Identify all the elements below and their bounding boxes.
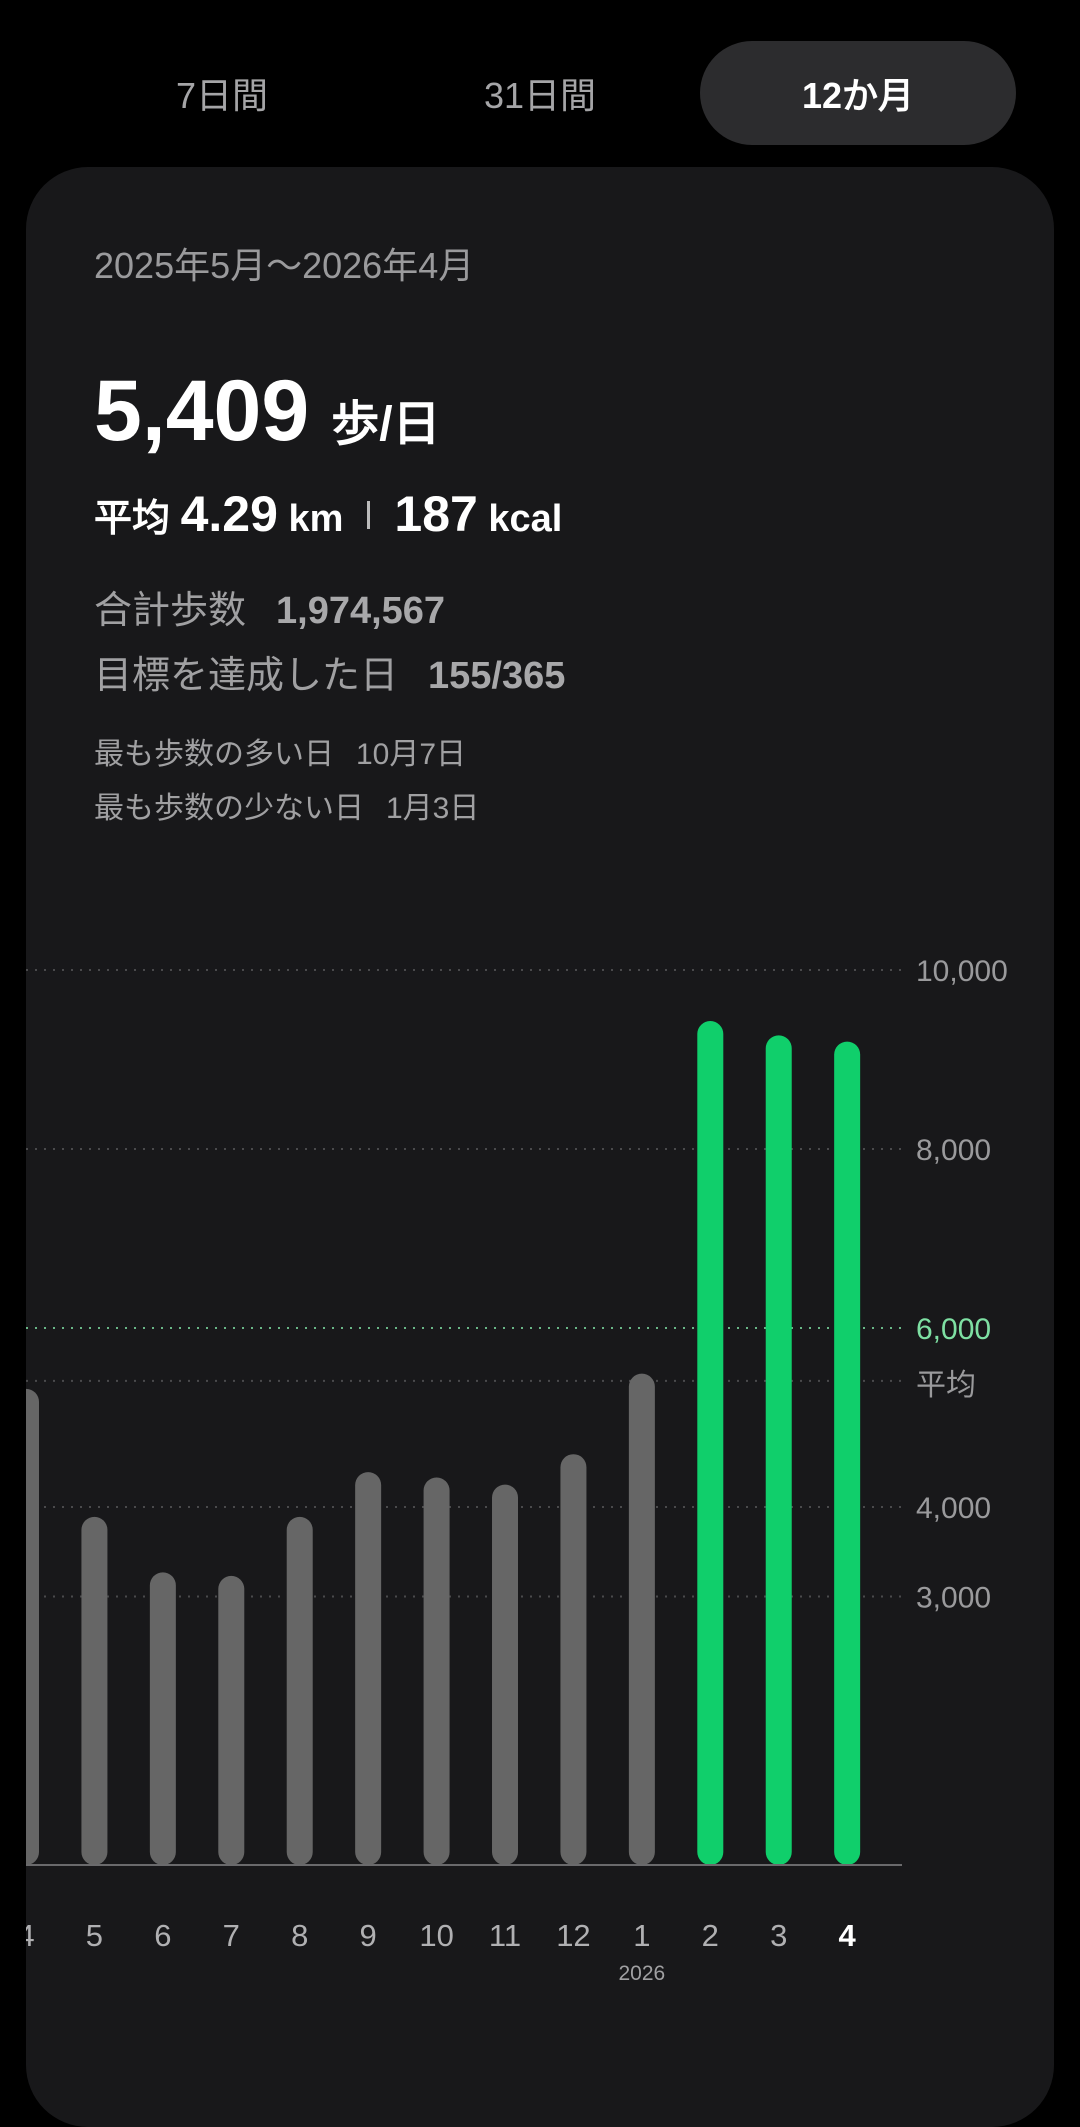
x-tick-label: 8 [291,1918,308,1953]
date-range: 2025年5月～2026年4月 [94,245,475,286]
max-label: 最も歩数の多い日 [94,738,334,771]
bar [628,1373,655,1865]
x-tick-label: 7 [223,1918,240,1953]
bar [26,1388,39,1865]
x-tick-label: 3 [770,1918,787,1953]
x-tick-label: 9 [360,1918,377,1953]
y-tick-label: 8,000 [916,1134,991,1167]
goal-value: 155/365 [428,655,566,697]
bar [423,1477,450,1865]
bar [560,1454,587,1865]
x-tick-label: 4 [17,1918,34,1953]
max-day: 最も歩数の多い日 10月7日 [94,729,466,773]
total-label: 合計歩数 [94,590,247,632]
x-tick-label: 1 [633,1918,650,1953]
distance-value: 4.29 [180,486,278,542]
x-tick-label: 4 [839,1918,857,1953]
steps-value: 5,409 [94,363,310,459]
bar [218,1575,245,1865]
y-tick-label: 10,000 [916,955,1008,988]
x-tick-label: 10 [419,1918,453,1953]
bar [81,1516,108,1865]
x-tick-label: 12 [556,1918,590,1953]
steps-unit: 歩/日 [331,398,441,451]
y-tick-label: 3,000 [916,1582,991,1615]
y-tick-label: 6,000 [916,1313,991,1346]
bar [834,1041,861,1865]
average-label: 平均 [94,498,171,540]
tab-12-months[interactable]: 12か月 [700,41,1016,145]
bar [149,1572,176,1865]
goal-label: 目標を達成した日 [94,655,399,697]
goal-days: 目標を達成した日 155/365 [94,644,565,699]
x-tick-label: 6 [154,1918,171,1953]
year-label: 2026 [619,1962,666,1985]
min-value: 1月3日 [386,792,480,825]
bar [697,1021,724,1865]
y-tick-label: 4,000 [916,1492,991,1525]
period-tabs: 7日間 31日間 12か月 [0,41,1080,145]
total-steps: 合計歩数 1,974,567 [94,579,445,634]
total-value: 1,974,567 [276,590,446,632]
bar [286,1516,313,1865]
summary-card: 2025年5月～2026年4月 5,409 歩/日 平均 4.29 km 187 k… [26,167,1054,2127]
bar [492,1484,519,1865]
max-value: 10月7日 [356,738,467,771]
calories-unit: kcal [488,498,563,540]
divider [367,501,371,529]
bar [765,1035,792,1865]
average-row: 平均 4.29 km 187 kcal [94,485,562,543]
bar [355,1472,382,1865]
calories-value: 187 [394,486,478,542]
average-label: 平均 [916,1369,976,1402]
x-tick-label: 2 [702,1918,719,1953]
x-tick-label: 5 [86,1918,103,1953]
distance-unit: km [288,498,344,540]
min-day: 最も歩数の少ない日 1月3日 [94,783,479,827]
x-tick-label: 11 [489,1918,521,1953]
min-label: 最も歩数の少ない日 [94,792,364,825]
tab-7-days[interactable]: 7日間 [175,75,269,116]
tab-31-days[interactable]: 31日間 [483,75,597,116]
steps-per-day: 5,409 歩/日 [94,362,441,461]
